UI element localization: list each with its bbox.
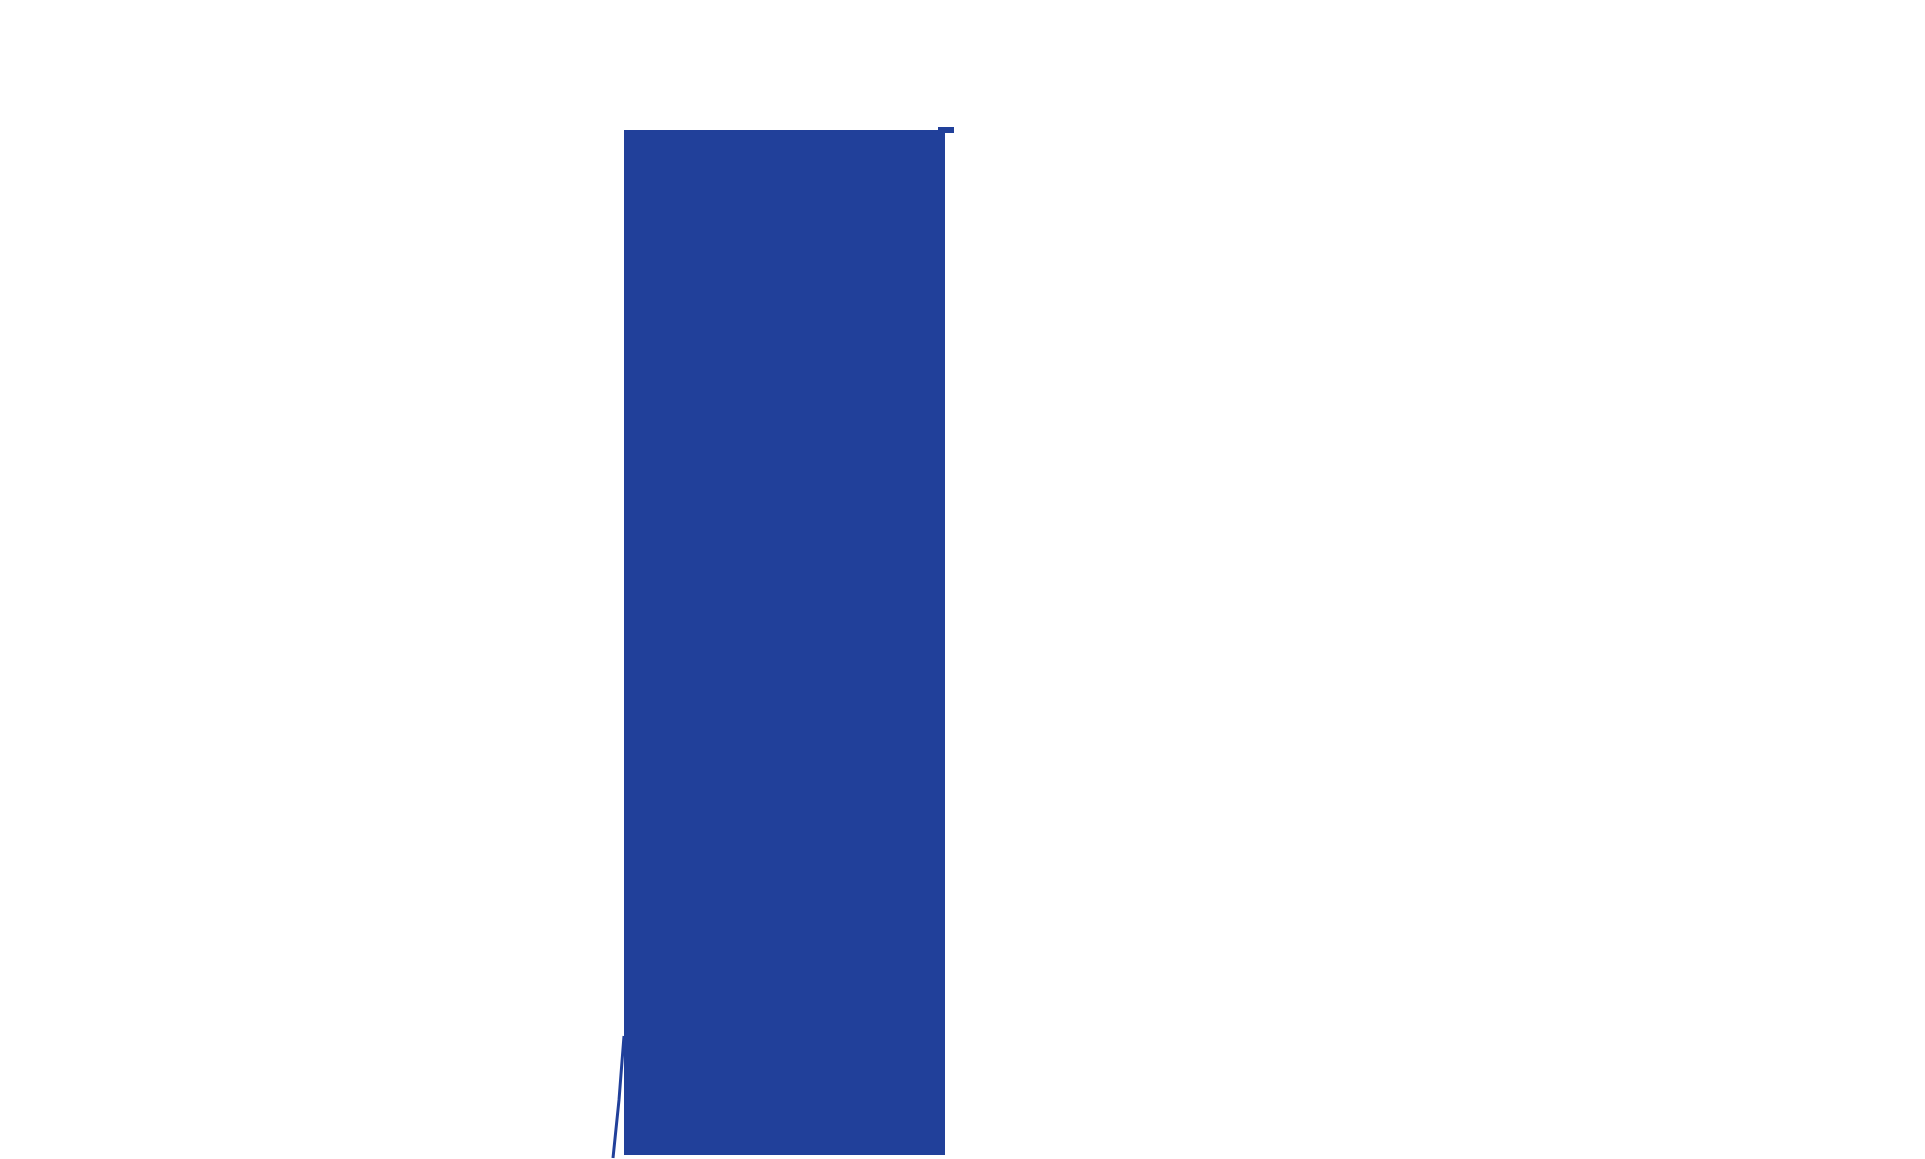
brush-stroke-top-tail xyxy=(938,127,954,133)
brush-stroke-main xyxy=(624,130,945,1155)
thin-line-path xyxy=(611,1035,626,1159)
